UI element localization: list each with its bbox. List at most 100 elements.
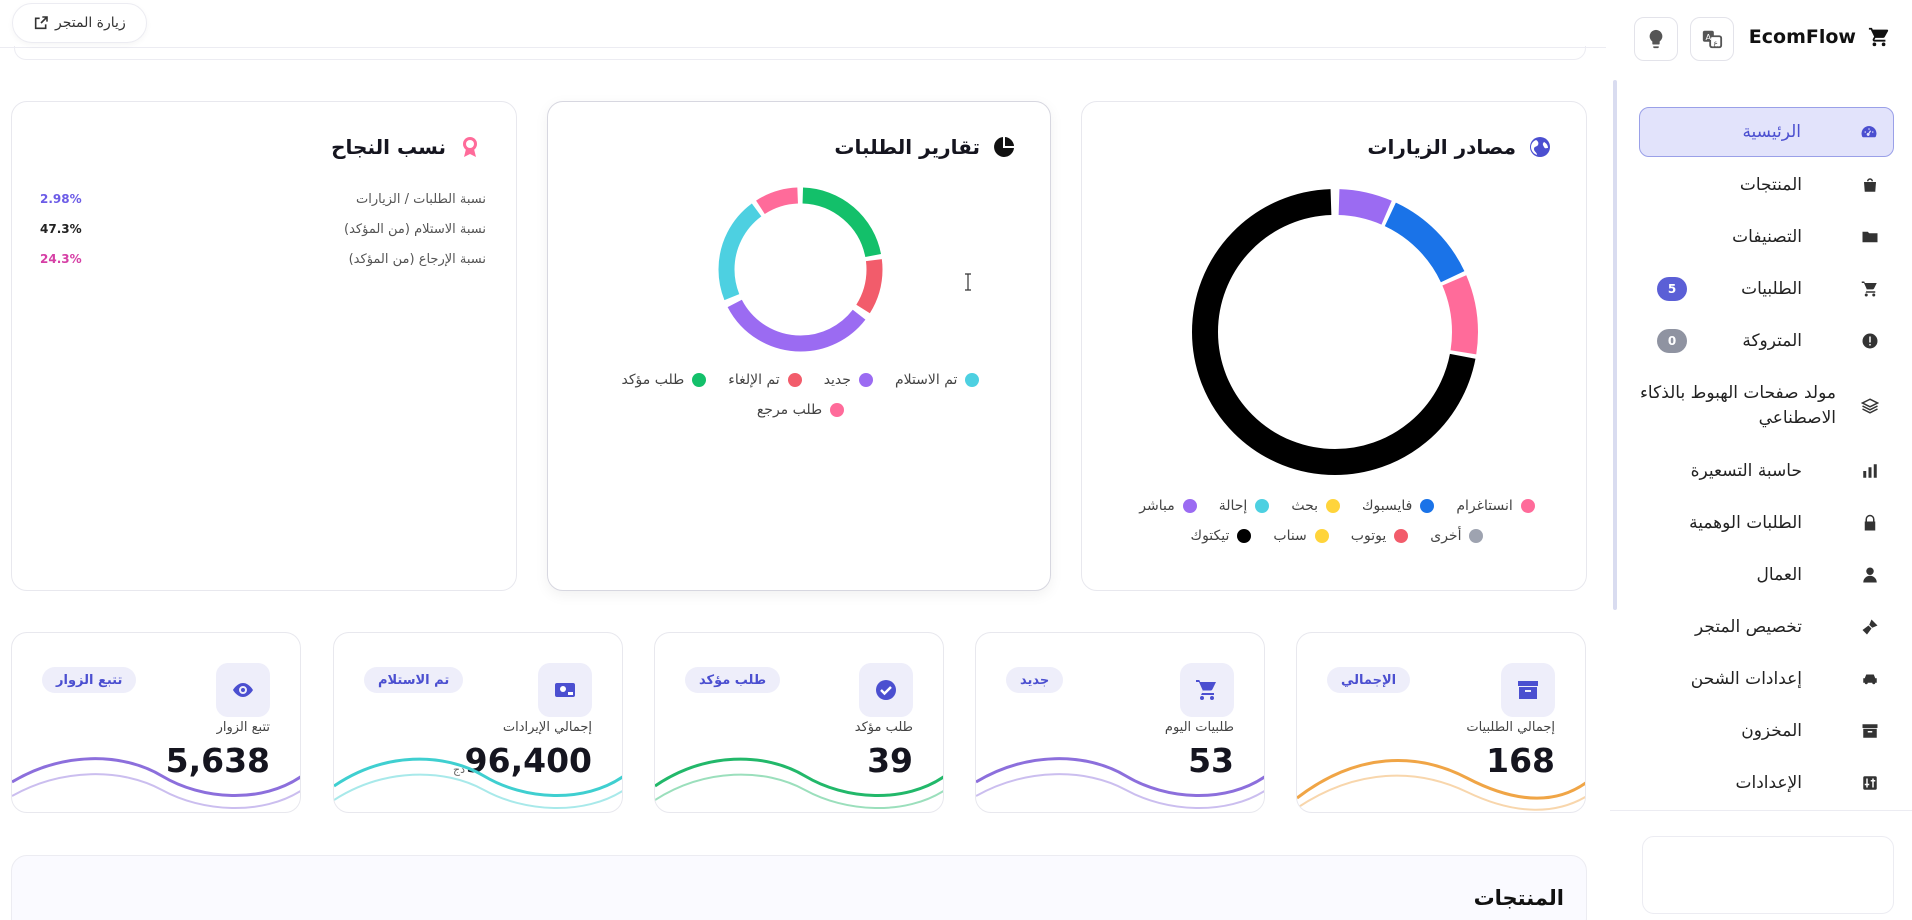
- stat-label: إجمالي الطلبيات: [1466, 720, 1555, 735]
- sidebar-item-workers[interactable]: العمال: [1639, 549, 1894, 601]
- legend-dot: [1326, 499, 1341, 513]
- sidebar-item-home[interactable]: الرئيسية: [1639, 107, 1894, 157]
- products-title: المنتجات: [1473, 886, 1564, 910]
- stat-value: 5,638: [165, 741, 270, 780]
- legend-item[interactable]: تم الإلغاء: [728, 372, 802, 388]
- sidebar-item-label: مولد صفحات الهبوط بالذكاء الاصطناعي: [1639, 383, 1836, 428]
- shopping-bag-icon: [1860, 175, 1880, 195]
- stat-wave: [655, 757, 943, 810]
- stat-card-visitors: تتبع الزوار تتبع الزوار 5,638: [11, 632, 301, 813]
- success-rates-panel: نسب النجاح نسبة الطلبات / الزيارات 2.98%…: [11, 101, 517, 591]
- lock-icon: [1860, 513, 1880, 533]
- traffic-sources-legend: انستاغرام فايسبوك بحث إحالة مباشر أخرى ي…: [1132, 498, 1542, 544]
- stat-tag: جديد: [1006, 667, 1064, 693]
- success-rate-row: نسبة الاستلام (من المؤكد) 47.3%: [40, 221, 486, 237]
- stat-wave: [12, 757, 300, 810]
- donut-slice-new: [718, 187, 883, 352]
- legend-item[interactable]: إحالة: [1219, 498, 1270, 514]
- brand[interactable]: EcomFlow: [1749, 26, 1890, 48]
- sidebar-item-shipping-settings[interactable]: إعدادات الشحن: [1639, 653, 1894, 705]
- sidebar-item-abandoned[interactable]: المتروكة 0: [1639, 315, 1894, 367]
- legend-item[interactable]: أخرى: [1430, 528, 1484, 544]
- stat-card-confirmed: طلب مؤكد طلب مؤكد 39: [654, 632, 944, 813]
- sidebar-item-pricing-calculator[interactable]: حاسبة التسعيرة: [1639, 445, 1894, 497]
- legend-item[interactable]: انستاغرام: [1456, 498, 1535, 514]
- stat-card-today-orders: جديد طلبيات اليوم 53: [975, 632, 1265, 813]
- sidebar-nav: الرئيسية المنتجات التصنيفات الطلبيات 5 ا…: [1639, 107, 1894, 809]
- stat-tag: الإجمالي: [1327, 667, 1411, 693]
- sidebar-item-label: تخصيص المتجر: [1694, 616, 1802, 637]
- sidebar-item-fake-orders[interactable]: الطلبات الوهمية: [1639, 497, 1894, 549]
- visit-store-button[interactable]: زيارة المتجر: [12, 3, 147, 43]
- svg-text:ع: ع: [1713, 38, 1718, 47]
- legend-item[interactable]: بحث: [1291, 498, 1341, 514]
- legend-item[interactable]: فايسبوك: [1362, 498, 1435, 514]
- sidebar-item-label: الإعدادات: [1735, 772, 1802, 793]
- legend-item[interactable]: جديد: [824, 372, 873, 388]
- sidebar-item-orders[interactable]: الطلبيات 5: [1639, 263, 1894, 315]
- stat-value: 53: [1188, 741, 1234, 780]
- legend-item[interactable]: طلب مرجع: [757, 402, 845, 418]
- stat-label: تتبع الزوار: [216, 720, 270, 735]
- cart-icon: [1868, 27, 1889, 47]
- legend-item[interactable]: تيكتوك: [1191, 528, 1252, 544]
- legend-item[interactable]: مباشر: [1139, 498, 1197, 514]
- stat-label: طلب مؤكد: [854, 720, 913, 735]
- sidebar-item-label: حاسبة التسعيرة: [1690, 460, 1802, 481]
- stat-wave: [334, 757, 622, 810]
- legend-dot: [1255, 499, 1270, 513]
- sidebar-item-categories[interactable]: التصنيفات: [1639, 211, 1894, 263]
- legend-item[interactable]: تم الاستلام: [895, 372, 980, 388]
- legend-dot: [1469, 529, 1484, 543]
- dashboard-icon: [1859, 122, 1879, 142]
- traffic-sources-donut: [1192, 189, 1478, 475]
- external-link-icon: [34, 16, 48, 30]
- sidebar-item-label: إعدادات الشحن: [1690, 668, 1802, 689]
- svg-text:A: A: [1706, 32, 1712, 42]
- sidebar-item-label: العمال: [1756, 564, 1802, 585]
- sidebar-item-inventory[interactable]: المخزون: [1639, 705, 1894, 757]
- donut-slice-cancelled: [718, 187, 883, 352]
- success-rates-list: نسبة الطلبات / الزيارات 2.98% نسبة الاست…: [40, 184, 486, 274]
- car-icon: [1860, 669, 1880, 689]
- folder-icon: [1860, 227, 1880, 247]
- stat-tag: تم الاستلام: [364, 667, 464, 693]
- sidebar-item-products[interactable]: المنتجات: [1639, 159, 1894, 211]
- success-rates-title: نسب النجاح: [331, 135, 482, 159]
- donut-slice-delivered: [718, 187, 883, 352]
- user-icon: [1860, 565, 1880, 585]
- archive-icon: [1860, 721, 1880, 741]
- donut-slice-tiktok: [1192, 189, 1478, 475]
- legend-dot: [1420, 499, 1435, 513]
- sidebar-scrollbar[interactable]: [1613, 80, 1617, 610]
- text-cursor-icon: [965, 273, 971, 291]
- legend-dot: [1237, 529, 1252, 543]
- sidebar-item-settings[interactable]: الإعدادات: [1639, 757, 1894, 809]
- legend-item[interactable]: يوتوب: [1351, 528, 1409, 544]
- tips-button[interactable]: [1634, 17, 1678, 61]
- sidebar-item-customize-store[interactable]: تخصيص المتجر: [1639, 601, 1894, 653]
- stat-value: 96,400: [464, 741, 592, 780]
- legend-dot: [1394, 529, 1409, 543]
- legend-dot: [1314, 529, 1329, 543]
- legend-dot: [787, 373, 802, 387]
- legend-dot: [692, 373, 707, 387]
- stat-card-total-orders: الإجمالي إجمالي الطلبيات 168: [1296, 632, 1586, 813]
- legend-item[interactable]: سناب: [1273, 528, 1329, 544]
- sidebar-item-landing-generator[interactable]: مولد صفحات الهبوط بالذكاء الاصطناعي: [1639, 367, 1894, 445]
- brush-icon: [1860, 617, 1880, 637]
- sidebar-footer-card: [1642, 836, 1894, 914]
- legend-item[interactable]: طلب مؤكد: [622, 372, 707, 388]
- layers-icon: [1860, 396, 1880, 416]
- stat-tag: تتبع الزوار: [42, 667, 137, 693]
- sidebar-item-label: الطلبيات: [1741, 278, 1802, 299]
- orders-report-legend: تم الاستلام جديد تم الإلغاء طلب مؤكد طلب…: [608, 372, 993, 418]
- stat-wave: [1297, 758, 1585, 811]
- eye-icon: [216, 663, 270, 717]
- cart-icon: [1180, 663, 1234, 717]
- legend-dot: [965, 373, 980, 387]
- translate-icon: Aع: [1702, 30, 1723, 49]
- brand-name: EcomFlow: [1748, 26, 1856, 48]
